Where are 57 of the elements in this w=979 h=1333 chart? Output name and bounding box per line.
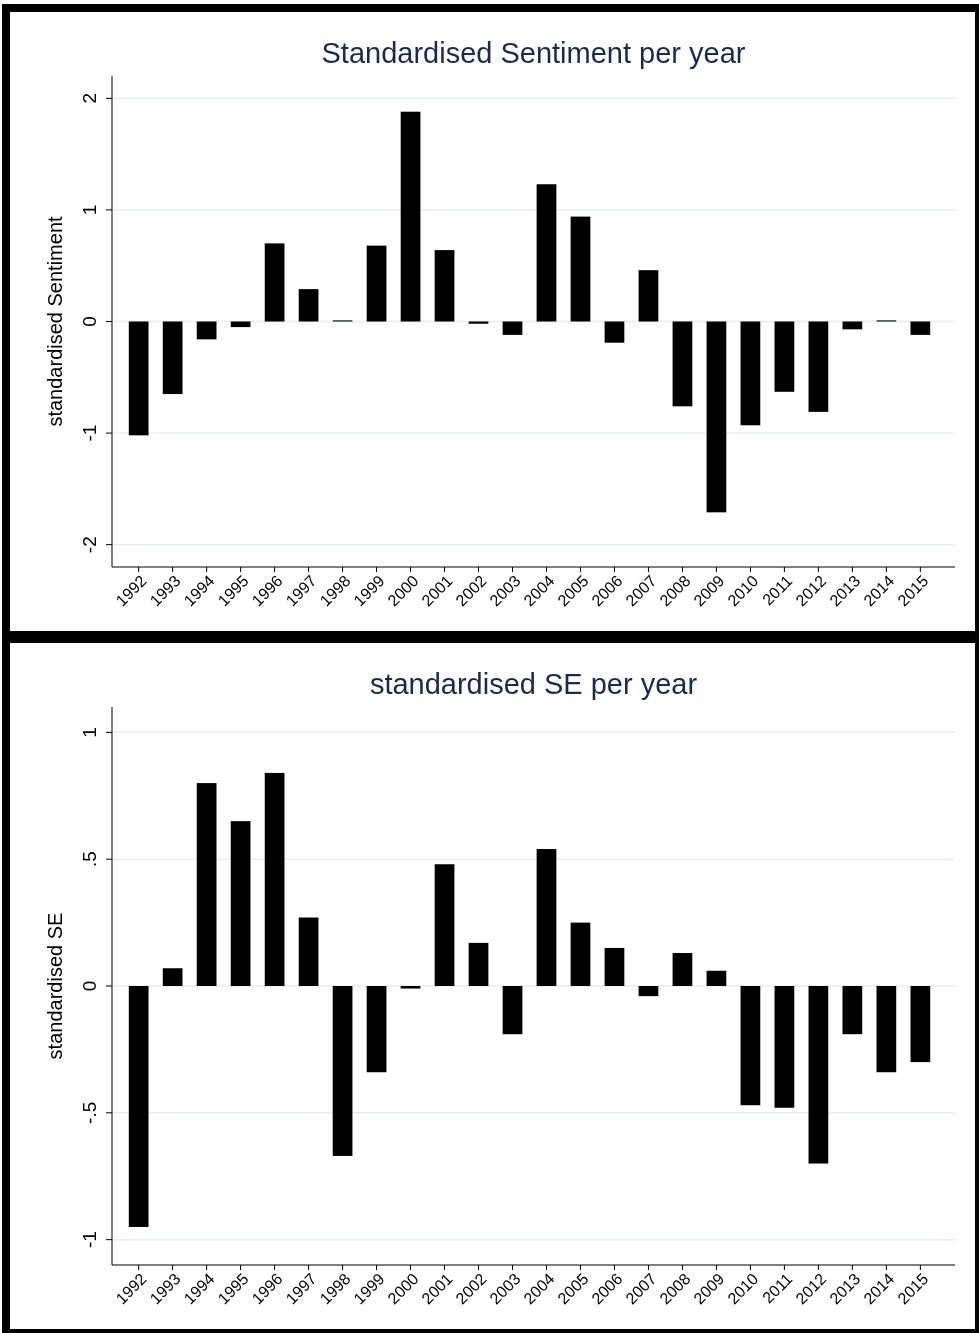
y-tick-label: -1 bbox=[79, 424, 100, 442]
bar bbox=[434, 864, 455, 986]
y-tick-label: -.5 bbox=[79, 1101, 100, 1124]
bar bbox=[842, 986, 863, 1035]
bar bbox=[672, 321, 693, 407]
bar bbox=[502, 321, 523, 335]
bar bbox=[570, 216, 591, 322]
chart-title: Standardised Sentiment per year bbox=[321, 37, 746, 69]
bar bbox=[638, 986, 659, 997]
bar bbox=[162, 968, 183, 986]
y-axis-title: standardised SE bbox=[44, 912, 66, 1060]
bar bbox=[400, 111, 421, 322]
bar bbox=[502, 986, 523, 1035]
bar bbox=[774, 321, 795, 392]
bar bbox=[536, 849, 557, 986]
bar bbox=[400, 986, 421, 989]
bar bbox=[264, 772, 285, 986]
bar bbox=[740, 321, 761, 426]
bar bbox=[128, 986, 149, 1227]
bar bbox=[808, 986, 829, 1164]
bar bbox=[706, 970, 727, 986]
y-tick-label: 2 bbox=[79, 93, 100, 104]
bar bbox=[536, 184, 557, 322]
bar bbox=[876, 986, 897, 1073]
bar bbox=[298, 289, 319, 322]
bar bbox=[162, 321, 183, 395]
bar bbox=[638, 270, 659, 322]
y-tick-label: 0 bbox=[79, 980, 100, 992]
y-tick-label: 0 bbox=[79, 316, 100, 327]
bar bbox=[196, 783, 217, 986]
bar bbox=[196, 321, 217, 340]
bar bbox=[706, 321, 727, 513]
y-tick-label: 1 bbox=[79, 727, 100, 738]
bar bbox=[604, 321, 625, 343]
bar bbox=[230, 821, 251, 986]
bar bbox=[128, 321, 149, 436]
bar bbox=[264, 243, 285, 322]
bar bbox=[434, 250, 455, 322]
bar bbox=[604, 947, 625, 986]
y-axis-title: standardised Sentiment bbox=[44, 216, 66, 427]
bar bbox=[468, 942, 489, 986]
bar bbox=[672, 953, 693, 986]
bar bbox=[740, 986, 761, 1106]
bar bbox=[366, 986, 387, 1073]
bar bbox=[774, 986, 795, 1108]
bar bbox=[808, 321, 829, 412]
bar bbox=[366, 245, 387, 322]
bar bbox=[298, 917, 319, 986]
y-tick-label: 1 bbox=[79, 204, 100, 216]
bar bbox=[570, 922, 591, 986]
y-tick-label: -2 bbox=[79, 536, 100, 554]
y-tick-label: .5 bbox=[79, 851, 100, 868]
chart-title: standardised SE per year bbox=[369, 668, 698, 700]
bar bbox=[910, 986, 931, 1063]
bar bbox=[332, 986, 353, 1156]
bar bbox=[910, 321, 931, 335]
y-tick-label: -1 bbox=[79, 1231, 100, 1249]
